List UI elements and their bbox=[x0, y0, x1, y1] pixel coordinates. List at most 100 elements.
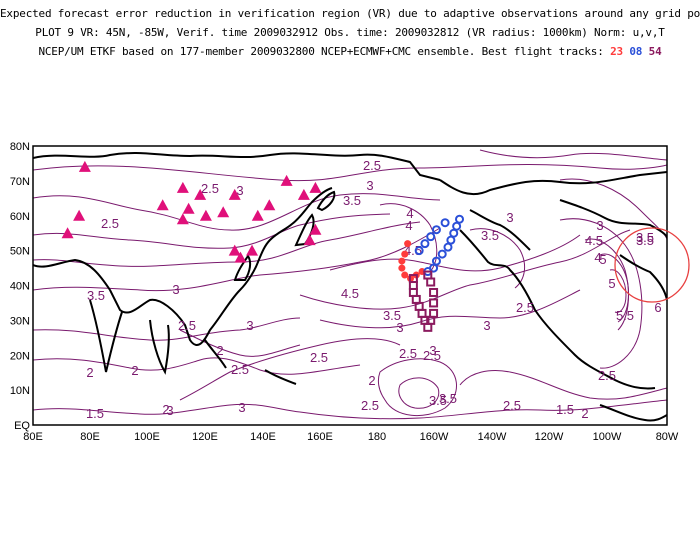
contour-label: 2 bbox=[368, 373, 375, 388]
contour-label: 2.5 bbox=[423, 348, 441, 363]
observation-triangle bbox=[228, 244, 241, 256]
contour-label: 2.5 bbox=[178, 318, 196, 333]
track-54-point bbox=[429, 298, 439, 308]
contour-lines bbox=[33, 149, 667, 420]
track-08-point bbox=[446, 235, 456, 245]
observation-triangle bbox=[309, 223, 322, 235]
contour-label: 4.5 bbox=[341, 286, 359, 301]
contour-label: 2 bbox=[131, 363, 138, 378]
contour-label: 4 bbox=[405, 218, 412, 233]
plot-header: Expected forecast error reduction in ver… bbox=[0, 4, 700, 61]
track-08-point bbox=[452, 221, 462, 231]
x-tick-label: 80E bbox=[80, 431, 100, 443]
contour-label: 2.5 bbox=[503, 398, 521, 413]
track-54-point bbox=[429, 308, 439, 318]
x-tick-label: 160W bbox=[420, 431, 449, 443]
x-tick-label: 80W bbox=[656, 431, 679, 443]
contour-label: 3 bbox=[429, 343, 436, 358]
track-08-point bbox=[455, 214, 465, 224]
x-tick-label: 180 bbox=[368, 431, 386, 443]
track-08-point bbox=[420, 239, 430, 249]
contour-label: 2.5 bbox=[361, 398, 379, 413]
track-23-point bbox=[401, 250, 409, 258]
y-tick-label: 60N bbox=[10, 211, 30, 223]
observation-triangle bbox=[182, 202, 195, 214]
track-54-point bbox=[423, 270, 433, 280]
track-label-54: 54 bbox=[648, 45, 662, 58]
contour-label: 1.5 bbox=[86, 406, 104, 421]
contour-label: 4.5 bbox=[585, 233, 603, 248]
contour-label: 2 bbox=[216, 343, 223, 358]
observation-triangle bbox=[73, 209, 86, 221]
x-tick-label: 120W bbox=[535, 431, 564, 443]
observation-triangle bbox=[228, 188, 241, 200]
header-line-2: PLOT 9 VR: 45N, -85W, Verif. time 200903… bbox=[35, 26, 665, 39]
contour-label: 2 bbox=[86, 365, 93, 380]
x-tick-label: 80E bbox=[23, 431, 43, 443]
contour-label: 3 bbox=[483, 318, 490, 333]
contour-label: 2 bbox=[162, 402, 169, 417]
contour-label: 4 bbox=[594, 250, 601, 265]
contour-label: 6 bbox=[654, 300, 661, 315]
contour-label: 3 bbox=[246, 318, 253, 333]
track-23-point bbox=[398, 257, 406, 265]
track-08-point bbox=[426, 232, 436, 242]
header-line-3-text: NCEP/UM ETKF based on 177-member 2009032… bbox=[38, 45, 604, 58]
contour-label: 3.5 bbox=[343, 193, 361, 208]
contour-label: 5.5 bbox=[616, 308, 634, 323]
contour-label: 2.5 bbox=[399, 346, 417, 361]
track-54-point bbox=[426, 277, 436, 287]
flight-tracks bbox=[398, 214, 465, 332]
y-tick-label: 30N bbox=[10, 315, 30, 327]
contour-label: 3 bbox=[238, 400, 245, 415]
x-tick-label: 100W bbox=[593, 431, 622, 443]
track-08-point bbox=[449, 228, 459, 238]
observation-triangle bbox=[78, 160, 91, 172]
track-08-point bbox=[437, 249, 447, 259]
track-54-point bbox=[408, 287, 418, 297]
coastlines bbox=[33, 152, 667, 422]
observation-triangle bbox=[280, 174, 293, 186]
contour-label: 2.5 bbox=[363, 158, 381, 173]
contour-label: 2.5 bbox=[201, 181, 219, 196]
track-08-point bbox=[431, 256, 441, 266]
contour-label: 2.5 bbox=[598, 368, 616, 383]
track-54-point bbox=[408, 281, 418, 290]
observation-triangle bbox=[303, 234, 316, 246]
contour-label: 2.5 bbox=[516, 300, 534, 315]
y-tick-label: 40N bbox=[10, 281, 30, 293]
header-line-1: Expected forecast error reduction in ver… bbox=[0, 7, 700, 20]
observation-triangle bbox=[251, 209, 264, 221]
observation-triangles bbox=[61, 160, 322, 263]
contour-label: 3.5 bbox=[481, 228, 499, 243]
contour-label: 3.5 bbox=[636, 233, 654, 248]
track-08-point bbox=[429, 263, 439, 273]
observation-triangle bbox=[156, 199, 169, 211]
contour-label: 5 bbox=[599, 252, 606, 267]
contour-label: 2.5 bbox=[310, 350, 328, 365]
contour-label: 3.5 bbox=[87, 288, 105, 303]
contour-label: 3.5 bbox=[429, 393, 447, 408]
contour-label: 3 bbox=[166, 403, 173, 418]
observation-triangle bbox=[246, 244, 259, 256]
observation-triangle bbox=[194, 188, 207, 200]
contour-label: 3.5 bbox=[383, 308, 401, 323]
track-23-point bbox=[404, 240, 412, 248]
track-54-point bbox=[423, 322, 433, 332]
observation-triangle bbox=[263, 199, 276, 211]
contour-label: 3 bbox=[596, 218, 603, 233]
x-tick-label: 120E bbox=[192, 431, 218, 443]
x-tick-label: 160E bbox=[307, 431, 333, 443]
observation-triangle bbox=[297, 188, 310, 200]
track-08-point bbox=[443, 242, 453, 252]
observation-triangle bbox=[234, 251, 247, 263]
track-23-point bbox=[401, 271, 409, 279]
track-54-point bbox=[417, 308, 427, 318]
y-tick-label: 10N bbox=[10, 385, 30, 397]
contour-label: 3 bbox=[506, 210, 513, 225]
contour-label: 2.5 bbox=[231, 362, 249, 377]
x-tick-label: 100E bbox=[134, 431, 160, 443]
track-08-point bbox=[431, 225, 441, 235]
